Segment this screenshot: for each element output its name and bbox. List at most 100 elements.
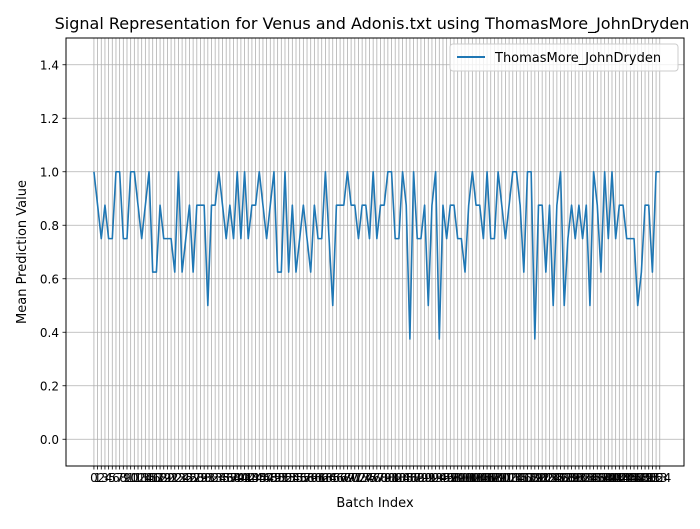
data-point [475,204,477,206]
data-point [244,171,246,173]
data-point [240,238,242,240]
data-point [321,238,323,240]
data-point [516,171,518,173]
data-point [512,171,514,173]
x-tick-label: 2 [97,471,105,485]
x-tick-label: 58 [299,471,314,485]
y-tick-label: 0.8 [40,219,59,233]
data-point [435,171,437,173]
x-tick-label: 99 [450,471,465,485]
x-tick-label: 75 [362,471,377,485]
x-tick-label: 7 [116,471,124,485]
data-point [438,338,440,340]
x-tick-label: 108 [479,471,502,485]
data-point [450,204,452,206]
data-point [413,171,415,173]
data-point [457,238,459,240]
data-point [306,238,308,240]
data-point [383,204,385,206]
data-point [538,204,540,206]
data-point [574,238,576,240]
data-point [641,271,643,273]
data-point [214,204,216,206]
x-tick-label: 130 [560,471,583,485]
x-tick-label: 154 [648,471,671,485]
data-point [472,171,474,173]
data-point [402,171,404,173]
x-tick-label: 90 [417,471,432,485]
x-tick-label: 106 [472,471,495,485]
x-tick-label: 119 [520,471,543,485]
x-tick-label: 40 [233,471,248,485]
x-tick-label: 101 [454,471,477,485]
data-point [556,204,558,206]
data-point [549,204,551,206]
x-tick-label: 65 [325,471,340,485]
data-point [123,238,125,240]
x-tick-label: 29 [193,471,208,485]
x-tick-label: 63 [318,471,333,485]
data-point [343,204,345,206]
x-tick-label: 20 [160,471,175,485]
x-tick-label: 5 [108,471,116,485]
data-point [589,305,591,307]
x-tick-label: 125 [542,471,565,485]
data-point [181,271,183,273]
x-tick-label: 51 [274,471,289,485]
data-point [100,238,102,240]
data-point [637,305,639,307]
data-point [200,204,202,206]
x-tick-label: 10 [123,471,138,485]
data-point [505,238,507,240]
data-point [292,204,294,206]
x-tick-label: 71 [347,471,362,485]
data-point [163,238,165,240]
x-tick-label: 16 [145,471,160,485]
data-point [545,271,547,273]
data-point [608,238,610,240]
x-tick-label: 48 [263,471,278,485]
data-point [189,204,191,206]
data-point [501,204,503,206]
x-tick-label: 93 [428,471,443,485]
data-point [130,171,132,173]
data-point [519,204,521,206]
data-point [416,238,418,240]
x-tick-label: 89 [413,471,428,485]
x-tick-label: 138 [590,471,613,485]
y-tick-label: 1.4 [40,58,59,72]
x-tick-label: 70 [343,471,358,485]
data-point [619,204,621,206]
data-point [185,238,187,240]
x-tick-label: 28 [189,471,204,485]
data-point [468,204,470,206]
x-tick-label: 27 [185,471,200,485]
x-tick-label: 115 [505,471,528,485]
data-point [115,171,117,173]
x-axis-label: Batch Index [336,496,414,511]
data-point [541,204,543,206]
data-point [159,204,161,206]
data-point [633,238,635,240]
legend-box [449,43,679,72]
x-tick-label: 81 [384,471,399,485]
x-tick-label: 87 [406,471,421,485]
data-point [648,204,650,206]
x-tick-label: 32 [204,471,219,485]
x-tick-label: 127 [549,471,572,485]
series-line [93,170,660,340]
data-point [325,171,327,173]
x-tick-label: 26 [182,471,197,485]
data-point [284,171,286,173]
x-tick-label: 129 [556,471,579,485]
data-point [394,238,396,240]
grid [66,38,684,466]
data-point [560,171,562,173]
data-point [461,238,463,240]
x-tick-label: 84 [395,471,410,485]
x-tick-label: 113 [498,471,521,485]
x-tick-label: 8 [119,471,127,485]
x-tick-label: 43 [244,471,259,485]
x-tick-label: 116 [509,471,532,485]
